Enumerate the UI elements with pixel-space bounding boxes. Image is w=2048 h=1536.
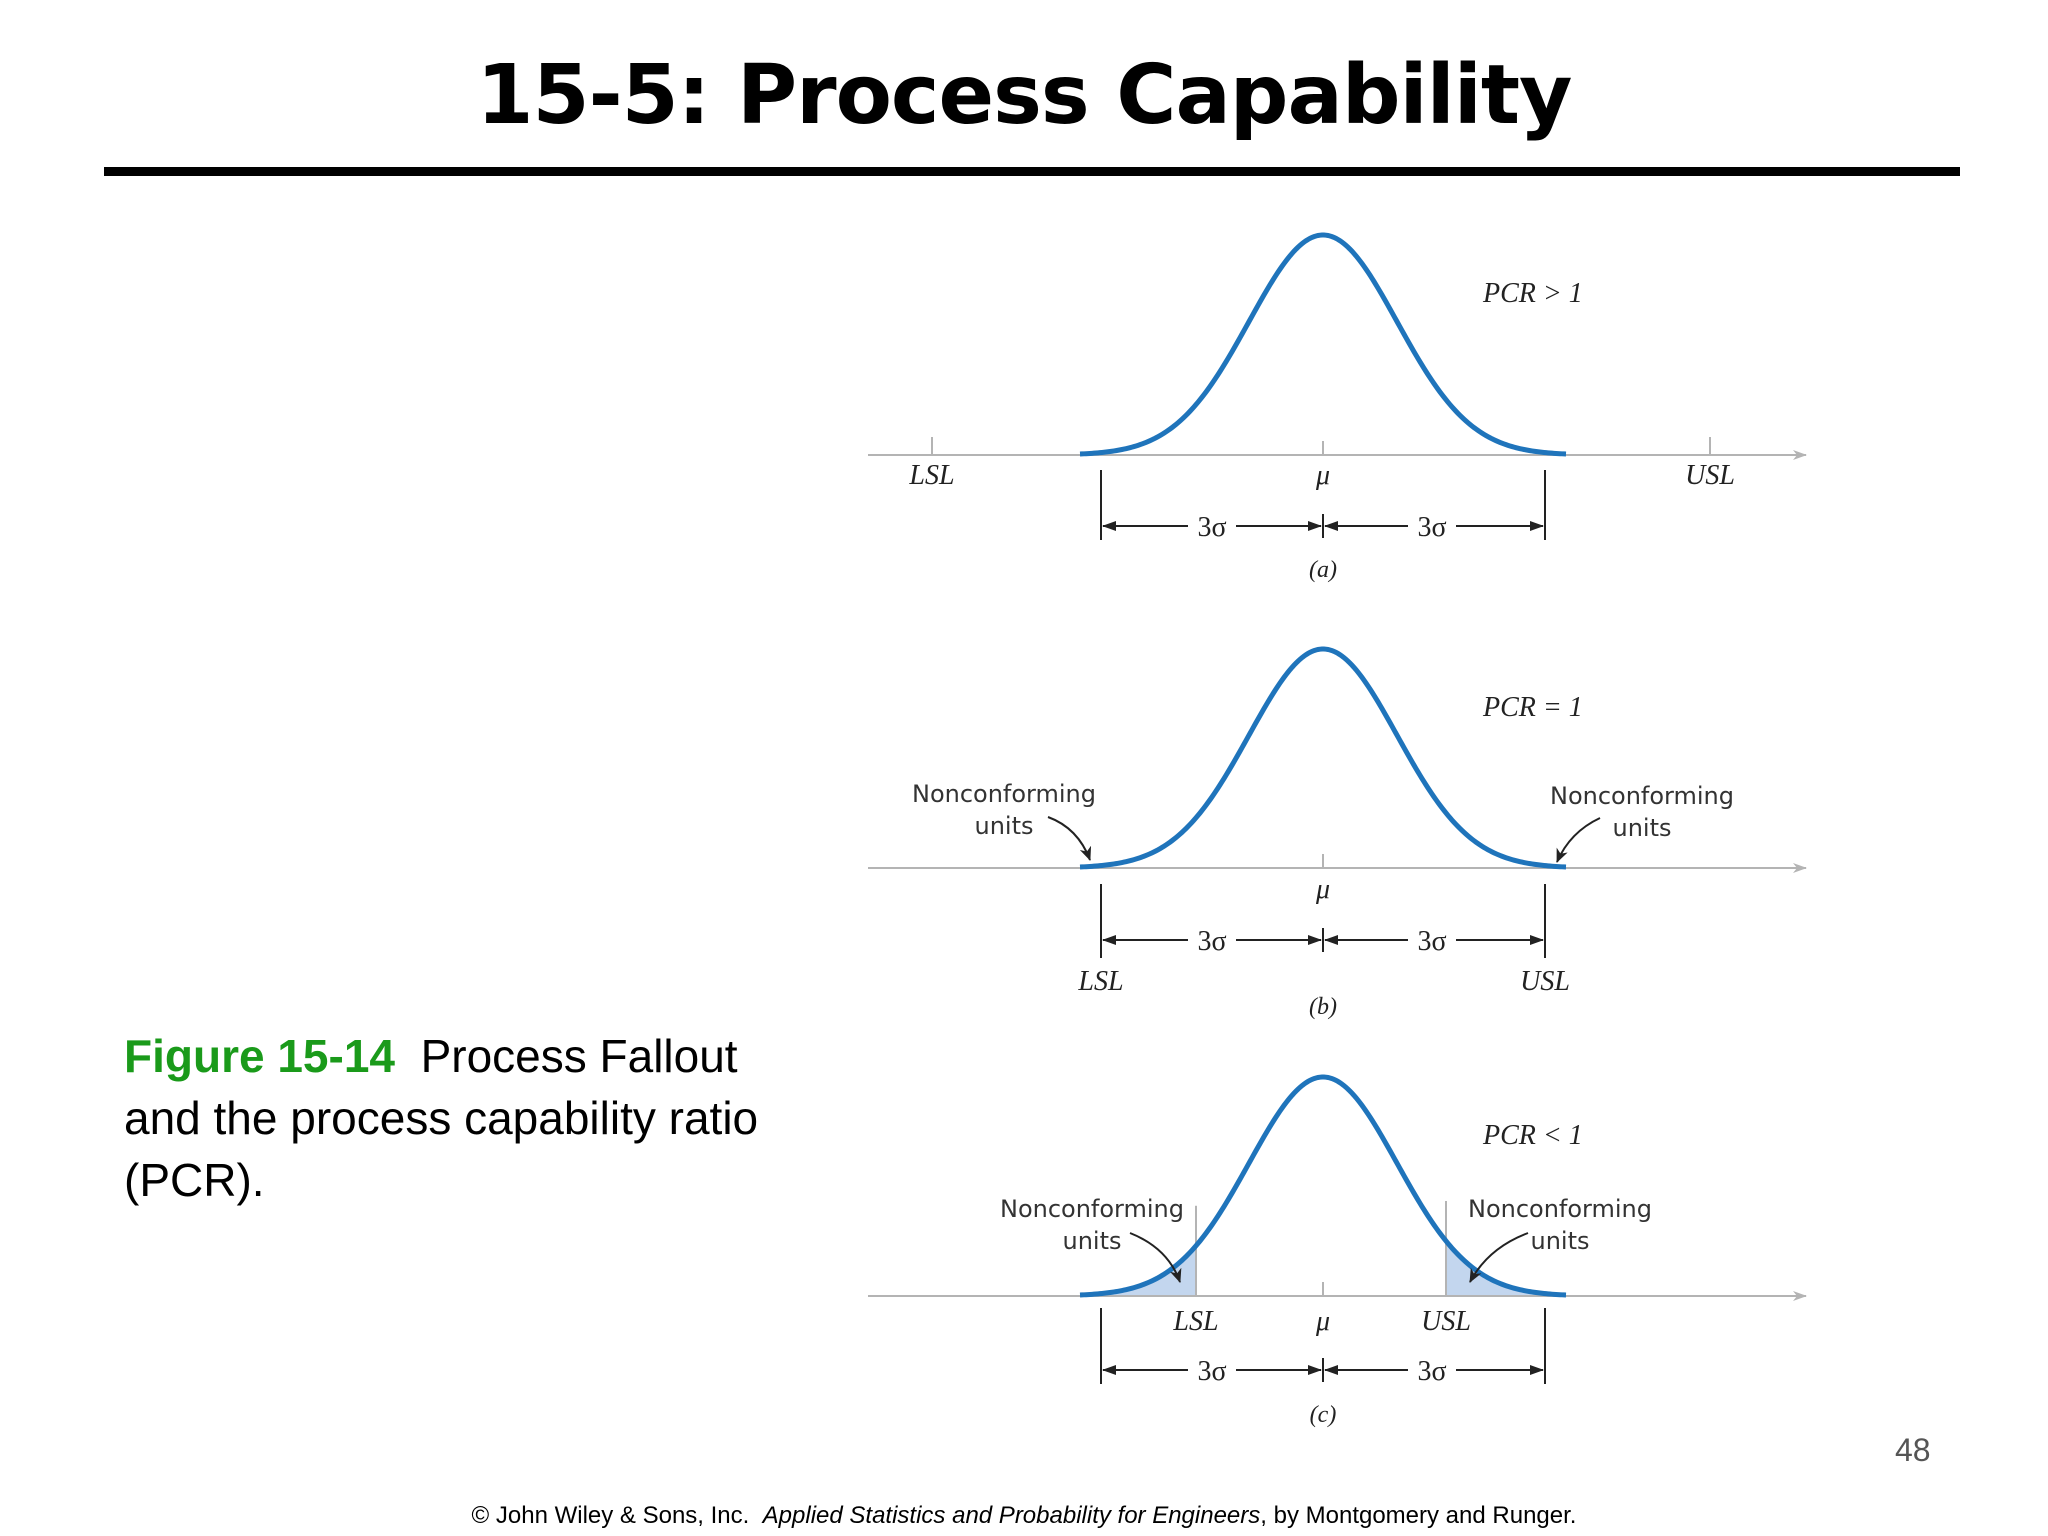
figure-caption: Figure 15-14 Process Fallout and the pro…: [124, 1025, 824, 1211]
nonconforming-right-line2: units: [1612, 814, 1671, 842]
nonconforming-right-line1: Nonconforming: [1468, 1195, 1652, 1223]
usl-label: USL: [1520, 966, 1570, 997]
nonconforming-left-line2: units: [1062, 1227, 1121, 1255]
page-number: 48: [1895, 1432, 1931, 1468]
mu-label: μ: [1315, 460, 1330, 491]
title-rule: [104, 167, 1960, 176]
lsl-label: LSL: [1077, 966, 1123, 997]
pcr-label: PCR = 1: [1482, 692, 1583, 723]
nonconforming-arrow-left: [1047, 816, 1092, 861]
normal-curve: [1079, 1074, 1567, 1298]
normal-curve: [1079, 646, 1567, 870]
sigma-label-left: 3σ: [1197, 1356, 1226, 1387]
nonconforming-arrow-right: [1469, 1232, 1529, 1283]
nonconforming-left-line1: Nonconforming: [912, 780, 1096, 808]
figure-number: Figure 15-14: [124, 1030, 395, 1082]
normal-curve: [1079, 232, 1567, 457]
nonconforming-arrow-right: [1556, 817, 1601, 863]
lsl-label: LSL: [1172, 1306, 1218, 1337]
panel-a: PCR > 1 LSL USL μ 3σ 3σ (a): [868, 232, 1807, 583]
nonconforming-right-line1: Nonconforming: [1550, 782, 1734, 810]
panel-label: (c): [1310, 1402, 1337, 1428]
sigma-label-right: 3σ: [1417, 926, 1446, 957]
fill-left: [1080, 1245, 1196, 1296]
pcr-label: PCR > 1: [1482, 278, 1583, 309]
sigma-label-right: 3σ: [1417, 1356, 1446, 1387]
mu-label: μ: [1315, 874, 1330, 905]
footer-authors: , by Montgomery and Runger.: [1260, 1502, 1577, 1529]
footer-book-title: Applied Statistics and Probability for E…: [762, 1502, 1261, 1529]
slide-title: 15-5: Process Capability: [476, 48, 1572, 143]
panel-label: (a): [1309, 557, 1337, 583]
sigma-label-left: 3σ: [1197, 512, 1226, 543]
panel-c: PCR < 1 LSL USL μ 3σ 3σ (c) Nonconformin…: [868, 1074, 1807, 1428]
sigma-label-left: 3σ: [1197, 926, 1226, 957]
sigma-label-right: 3σ: [1417, 512, 1446, 543]
panel-b: PCR = 1 LSL USL μ 3σ 3σ (b) Nonconformin…: [868, 646, 1807, 1020]
pcr-label: PCR < 1: [1482, 1120, 1583, 1151]
mu-label: μ: [1315, 1306, 1330, 1337]
lsl-label: LSL: [908, 460, 954, 491]
footer-copyright: © John Wiley & Sons, Inc.: [471, 1502, 750, 1529]
nonconforming-right-line2: units: [1530, 1227, 1589, 1255]
panel-label: (b): [1309, 994, 1337, 1020]
usl-label: USL: [1685, 460, 1735, 491]
footer: © John Wiley & Sons, Inc. Applied Statis…: [0, 1502, 2048, 1530]
nonconforming-arrow-left: [1129, 1232, 1182, 1283]
figure-caption-text: Process Fallout and the process capabili…: [124, 1030, 759, 1206]
nonconforming-left-line1: Nonconforming: [1000, 1195, 1184, 1223]
nonconforming-left-line2: units: [974, 812, 1033, 840]
usl-label: USL: [1421, 1306, 1471, 1337]
